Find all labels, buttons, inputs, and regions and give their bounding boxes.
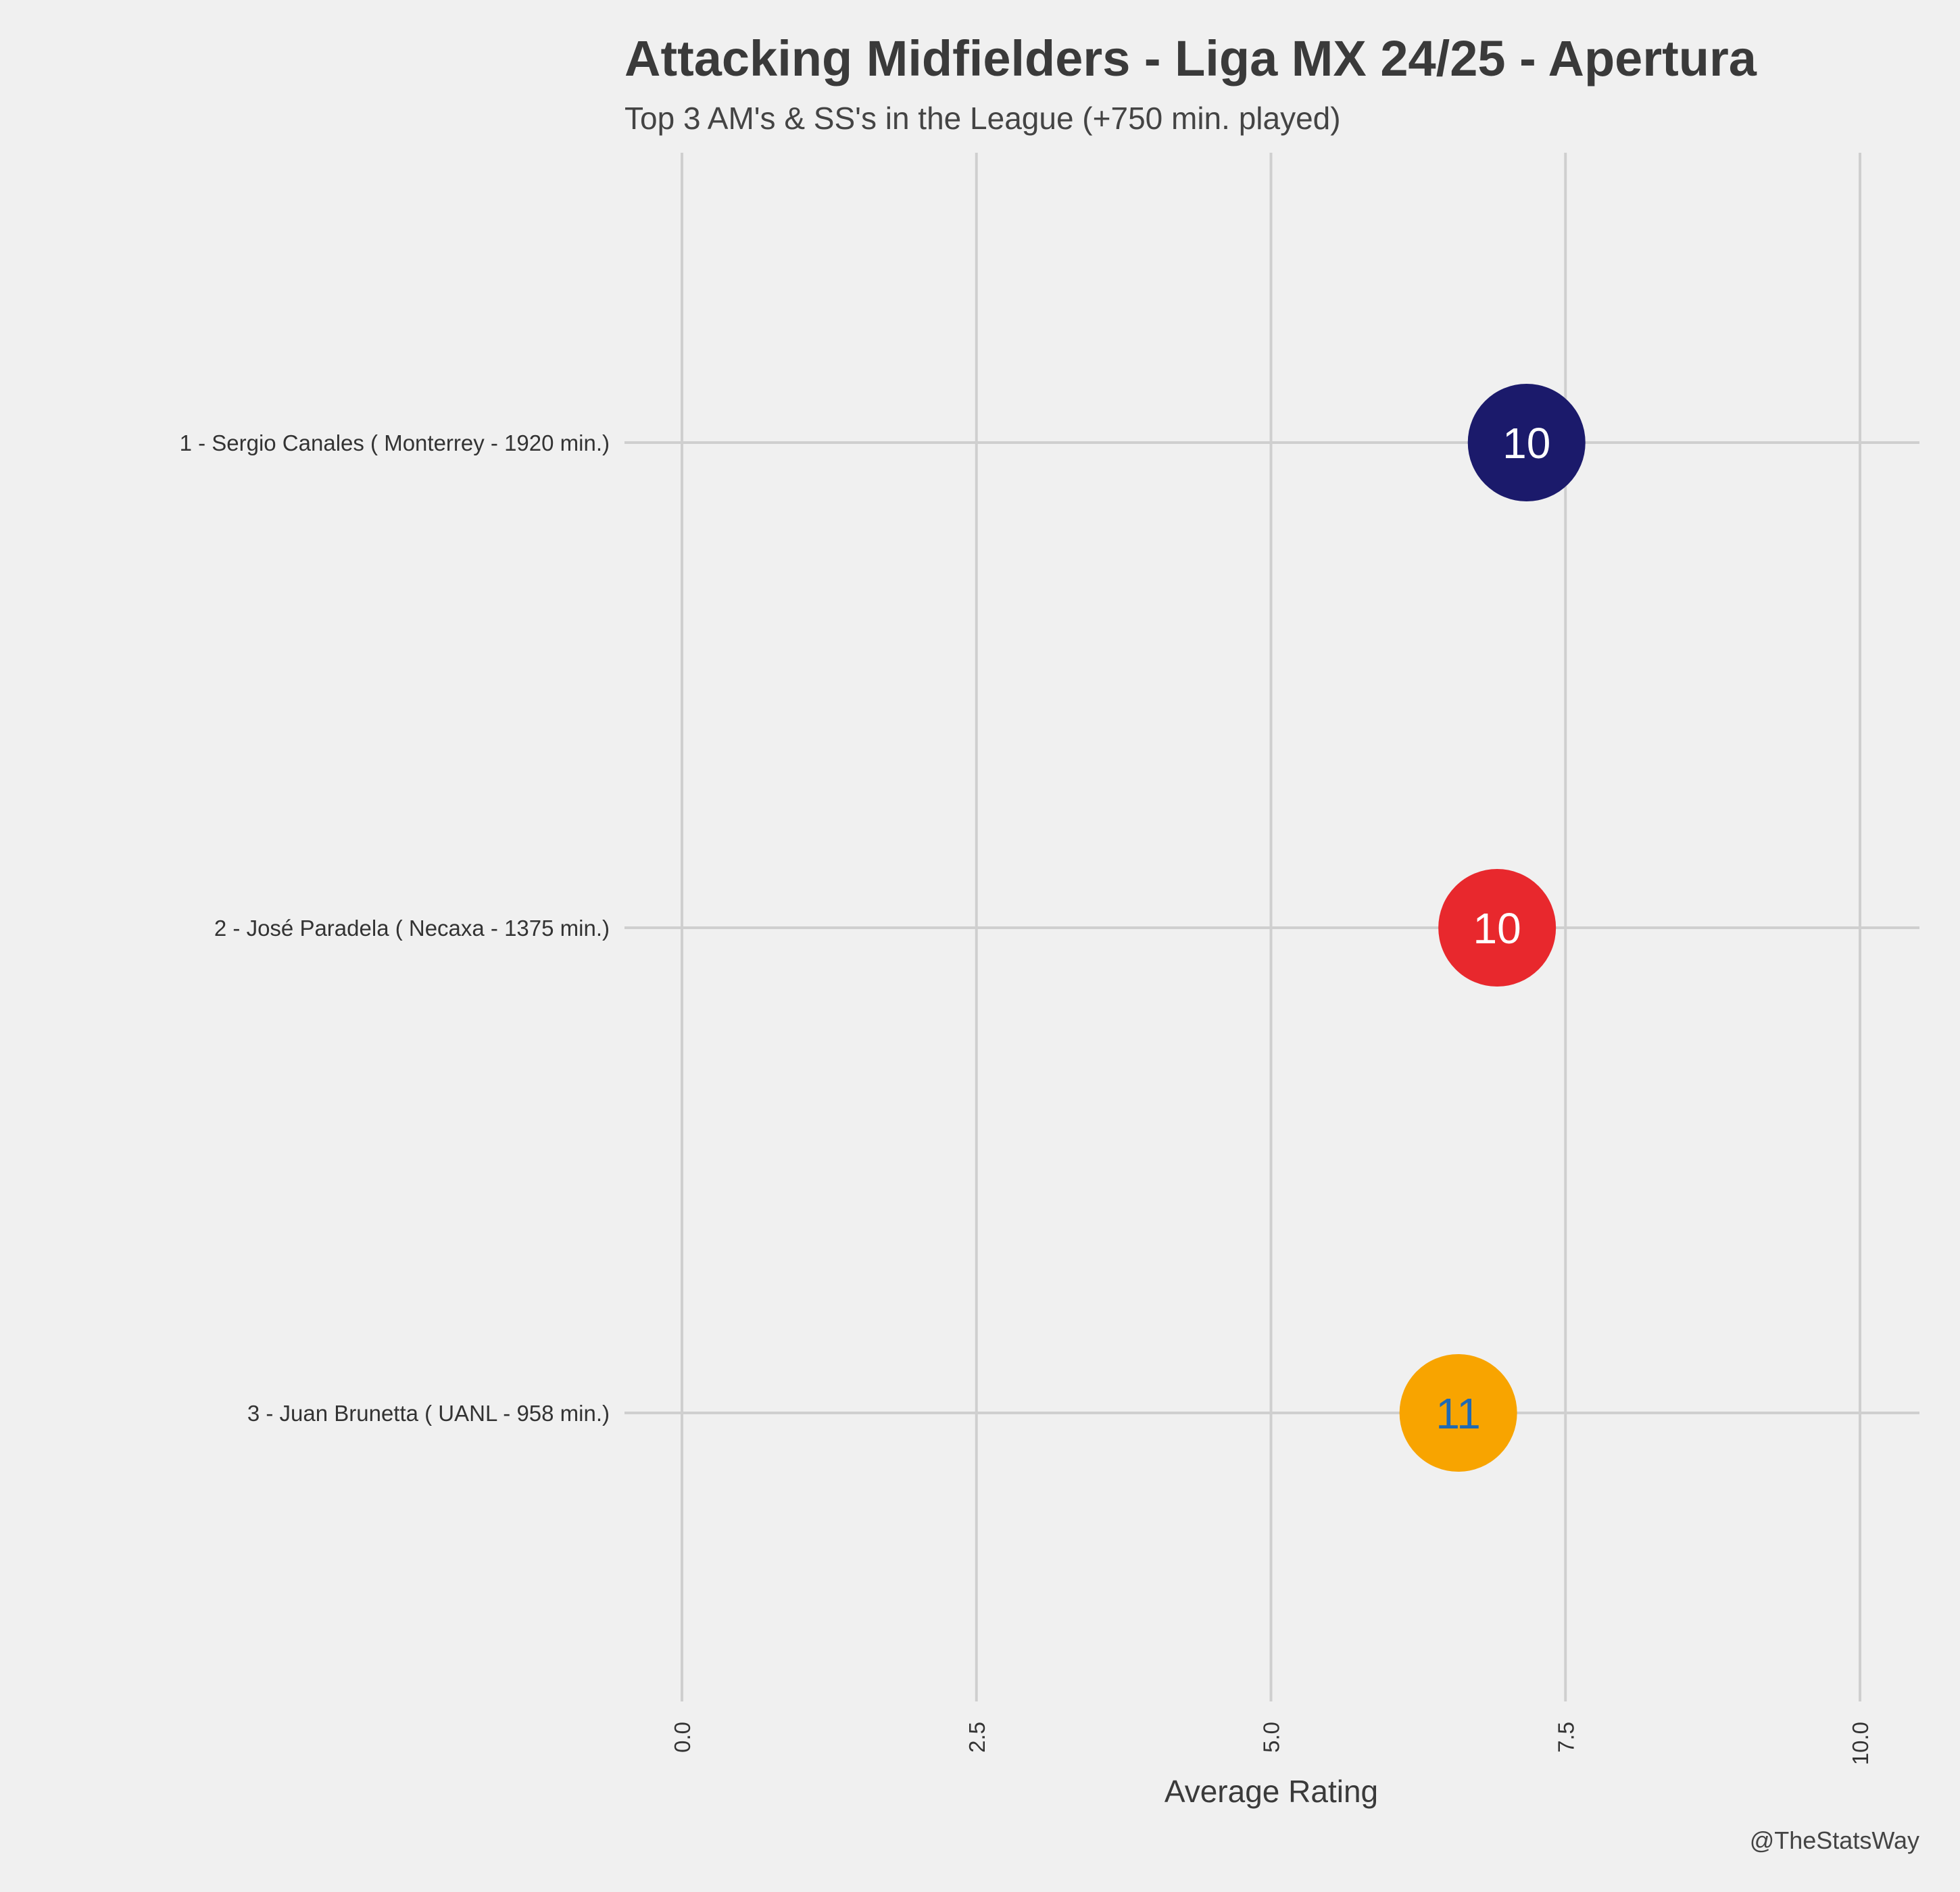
chart-subtitle: Top 3 AM's & SS's in the League (+750 mi… <box>624 101 1341 136</box>
x-tick-label: 5.0 <box>1259 1722 1284 1753</box>
x-tick-label: 10.0 <box>1848 1722 1873 1765</box>
credit-text: @TheStatsWay <box>1750 1826 1919 1854</box>
x-tick-label: 7.5 <box>1553 1722 1578 1753</box>
x-tick-label: 0.0 <box>670 1722 695 1753</box>
data-points: 10 10 11 <box>1399 384 1586 1472</box>
y-tick-labels: 1 - Sergio Canales ( Monterrey - 1920 mi… <box>180 430 610 1426</box>
chart-title: Attacking Midfielders - Liga MX 24/25 - … <box>624 30 1757 86</box>
data-point <box>1399 1354 1517 1472</box>
data-point <box>1438 869 1557 987</box>
x-tick-labels: 0.0 2.5 5.0 7.5 10.0 <box>670 1722 1873 1765</box>
x-axis-label: Average Rating <box>1165 1774 1378 1809</box>
x-tick-label: 2.5 <box>964 1722 989 1753</box>
y-tick-label: 2 - José Paradela ( Necaxa - 1375 min.) <box>214 916 610 941</box>
data-point-label: 10 <box>1473 904 1521 953</box>
y-tick-label: 1 - Sergio Canales ( Monterrey - 1920 mi… <box>180 430 610 455</box>
data-point-label: 11 <box>1436 1389 1480 1438</box>
y-tick-label: 3 - Juan Brunetta ( UANL - 958 min.) <box>247 1401 610 1426</box>
grid-lines <box>624 153 1919 1701</box>
data-point-label: 10 <box>1502 419 1550 468</box>
data-point <box>1467 384 1586 501</box>
